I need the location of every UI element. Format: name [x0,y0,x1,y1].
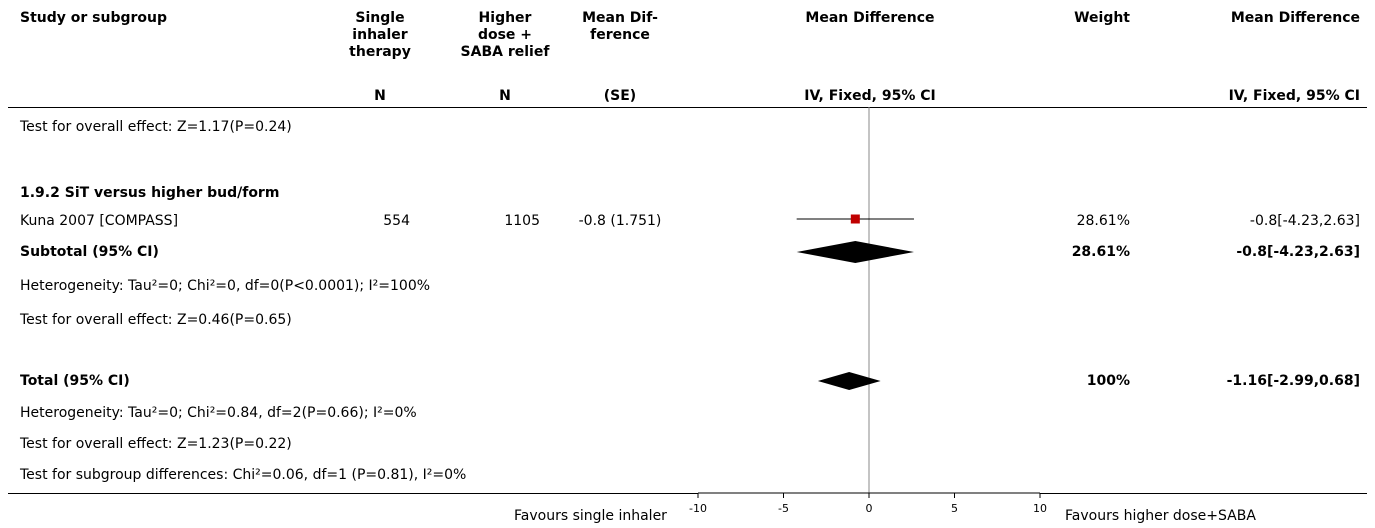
header-md-line-1: Mean Dif- [582,10,658,26]
study-name: Kuna 2007 [COMPASS] [20,213,179,229]
header-higher-line-2: dose + [477,27,533,43]
diamond-0 [796,241,914,263]
header-mean-diff-se: Mean Dif- ference [570,10,670,44]
header-mean-diff-text: Mean Difference [1230,10,1360,26]
header-weight: Weight [1074,10,1130,26]
favours-left: Favours single inhaler [514,508,667,524]
header-md-line-2: ference [590,27,650,43]
study-md-se: -0.8 (1.751) [578,213,662,229]
favours-right: Favours higher dose+SABA [1065,508,1256,524]
diamond-1 [817,372,881,390]
header-higher-dose: Higher dose + SABA relief [450,10,560,61]
subtotal-label: Subtotal (95% CI) [20,244,159,260]
subheader-n-single: N [374,88,386,104]
total-ci: -1.16[-2.99,0.68] [1226,373,1360,389]
study-marker-0 [850,214,860,224]
subheader-se: (SE) [603,88,637,104]
overall-effect-subgroup: Test for overall effect: Z=0.46(P=0.65) [20,312,292,328]
study-ci: -0.8[-4.23,2.63] [1249,213,1360,229]
study-weight: 28.61% [1076,213,1130,229]
heterogeneity-total: Heterogeneity: Tau²=0; Chi²=0.84, df=2(P… [20,405,417,421]
subheader-plot-method: IV, Fixed, 95% CI [804,88,936,104]
overall-effect-total: Test for overall effect: Z=1.23(P=0.22) [20,436,292,452]
header-mean-diff-plot: Mean Difference [805,10,935,26]
heterogeneity-subgroup: Heterogeneity: Tau²=0; Chi²=0, df=0(P<0.… [20,278,431,294]
study-n-single: 554 [383,213,410,229]
header-study: Study or subgroup [20,10,168,26]
x-tick-label-0: -10 [689,502,707,515]
header-higher-line-3: SABA relief [460,44,550,60]
header-single-inhaler: Single inhaler therapy [330,10,430,61]
total-label: Total (95% CI) [20,373,130,389]
header-higher-line-1: Higher [478,10,532,26]
header-rule [8,107,1367,108]
header-single-line-3: therapy [349,44,411,60]
x-tick-label-3: 5 [951,502,958,515]
subtotal-ci: -0.8[-4.23,2.63] [1236,244,1360,260]
header-single-line-1: Single [355,10,405,26]
x-tick-label-4: 10 [1033,502,1047,515]
overall-effect-1-9-1: Test for overall effect: Z=1.17(P=0.24) [20,119,292,135]
subheader-n-higher: N [499,88,511,104]
subheader-text-method: IV, Fixed, 95% CI [1228,88,1360,104]
subtotal-weight: 28.61% [1071,244,1130,260]
header-single-line-2: inhaler [352,27,408,43]
bottom-rule-right [1040,493,1367,494]
study-n-higher: 1105 [504,213,540,229]
bottom-rule [8,493,698,494]
group-heading: 1.9.2 SiT versus higher bud/form [20,185,280,201]
subgroup-differences: Test for subgroup differences: Chi²=0.06… [20,467,467,483]
x-tick-label-1: -5 [778,502,789,515]
x-tick-label-2: 0 [866,502,873,515]
total-weight: 100% [1086,373,1130,389]
